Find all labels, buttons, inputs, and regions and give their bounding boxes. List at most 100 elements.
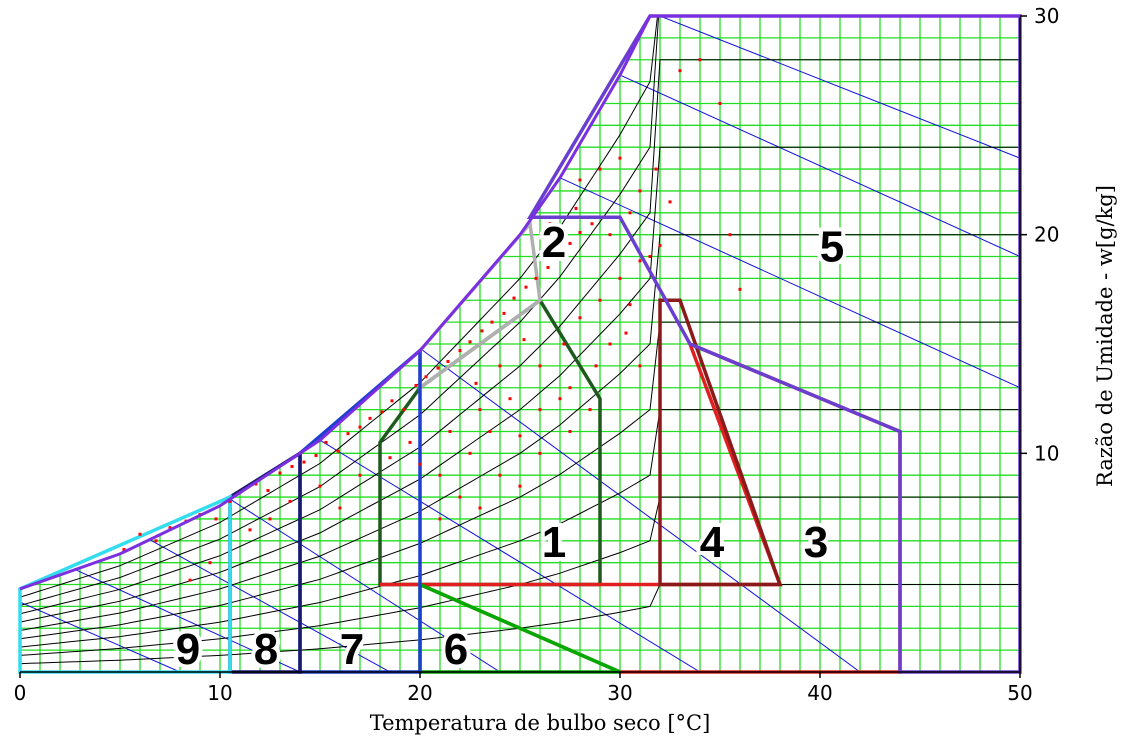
data-point <box>302 460 306 464</box>
data-point <box>248 528 252 532</box>
data-point <box>578 178 582 182</box>
data-point <box>546 265 550 269</box>
y-tick-label: 10 <box>1034 441 1059 465</box>
x-tick-label: 0 <box>14 681 27 705</box>
data-point <box>424 375 428 379</box>
data-point <box>318 484 322 488</box>
data-point <box>188 578 192 582</box>
data-point <box>668 200 672 204</box>
x-tick-label: 10 <box>207 681 232 705</box>
data-point <box>568 241 572 245</box>
zone-label-3: 3 <box>804 518 828 567</box>
zone-label-5: 5 <box>820 223 844 272</box>
data-point <box>138 532 142 536</box>
data-point <box>288 499 292 503</box>
data-point <box>474 381 478 385</box>
rh-curve <box>20 16 1020 606</box>
data-point <box>358 473 362 477</box>
y-tick-label: 30 <box>1034 4 1059 28</box>
zone-label-8: 8 <box>254 625 278 674</box>
wet-bulb-line <box>59 562 301 672</box>
zone-label-4: 4 <box>700 518 725 567</box>
data-point <box>438 473 442 477</box>
zone-label-9: 9 <box>176 625 200 674</box>
data-point <box>498 473 502 477</box>
data-point <box>648 255 652 259</box>
zone-4-boundary <box>658 298 783 587</box>
data-point <box>380 410 384 414</box>
data-point <box>414 384 418 388</box>
zone-label-2: 2 <box>542 218 566 267</box>
data-point <box>624 331 628 335</box>
x-tick-label: 30 <box>607 681 632 705</box>
data-point <box>268 517 272 521</box>
data-point <box>568 429 572 433</box>
data-point <box>518 434 522 438</box>
wet-bulb-line <box>659 16 1020 159</box>
data-point <box>608 233 612 237</box>
data-point <box>678 69 682 73</box>
wet-bulb-line <box>20 601 181 672</box>
data-point <box>728 233 732 237</box>
data-point <box>568 386 572 390</box>
data-point <box>578 230 582 234</box>
data-point <box>208 561 212 565</box>
data-point <box>538 408 542 412</box>
data-point <box>558 397 562 401</box>
data-point <box>498 364 502 368</box>
data-point <box>598 298 602 302</box>
data-point <box>346 432 350 436</box>
data-point <box>458 495 462 499</box>
x-axis-label: Temperatura de bulbo seco [°C] <box>370 711 711 735</box>
rh-curve <box>20 234 1020 631</box>
data-point <box>154 539 158 543</box>
data-point <box>468 340 472 344</box>
rh-curve <box>20 409 1020 648</box>
data-point <box>658 244 662 248</box>
data-point <box>512 296 516 300</box>
rh-curve <box>20 321 1020 640</box>
data-point <box>638 189 642 193</box>
data-point <box>478 408 482 412</box>
x-tick-label: 40 <box>807 681 832 705</box>
data-point <box>358 425 362 429</box>
data-point <box>336 449 340 453</box>
data-point <box>266 489 270 493</box>
data-point <box>390 399 394 403</box>
data-point <box>638 259 642 263</box>
y-tick-label: 20 <box>1034 223 1059 247</box>
data-point <box>468 451 472 455</box>
wet-bulb-lines <box>20 16 1020 672</box>
rh-curve <box>20 16 1020 598</box>
data-point <box>522 338 526 342</box>
data-point <box>738 287 742 291</box>
data-point <box>488 429 492 433</box>
data-point <box>508 397 512 401</box>
data-point <box>548 222 552 226</box>
wet-bulb-line <box>119 522 391 672</box>
data-point <box>480 329 484 333</box>
data-point <box>718 101 722 105</box>
data-point <box>618 156 622 160</box>
data-point <box>368 416 372 420</box>
data-point <box>122 548 126 552</box>
data-point <box>598 167 602 171</box>
data-point <box>558 255 562 259</box>
wet-bulb-line <box>559 177 1020 389</box>
data-point <box>290 464 294 468</box>
data-point <box>168 526 172 530</box>
wet-bulb-line <box>619 74 1020 257</box>
data-point <box>314 454 318 458</box>
data-points <box>122 58 742 582</box>
data-point <box>618 276 622 280</box>
data-point <box>436 366 440 370</box>
data-point <box>438 517 442 521</box>
data-point <box>524 285 528 289</box>
tick-labels: 0 10 20 30 40 50 10 20 30 <box>14 4 1060 705</box>
data-point <box>458 349 462 353</box>
data-point <box>408 440 412 444</box>
data-point <box>562 342 566 346</box>
data-point <box>654 167 658 171</box>
data-point <box>388 456 392 460</box>
data-point <box>478 506 482 510</box>
